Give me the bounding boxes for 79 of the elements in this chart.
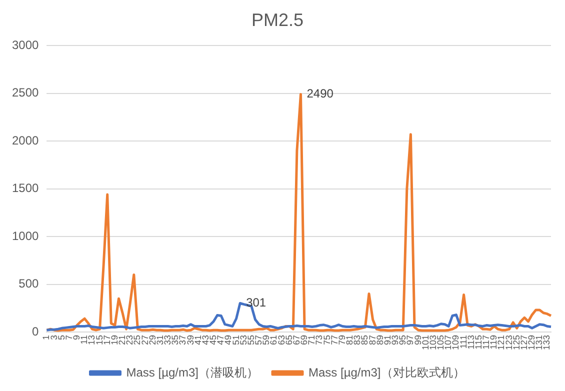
x-tick-label: 29 (147, 334, 158, 345)
x-tick-label: 13 (86, 334, 97, 345)
x-tick-label: 55 (246, 334, 256, 345)
x-tick-label: 123 (504, 334, 514, 350)
y-tick-label: 3000 (12, 38, 40, 52)
x-tick-label: 57 (254, 334, 264, 345)
x-tick-label: 73 (314, 334, 324, 345)
x-tick-label: 115 (473, 334, 484, 350)
x-tick-label: 1 (41, 334, 52, 340)
x-tick-label: 45 (208, 334, 218, 345)
x-tick-label: 117 (481, 334, 492, 350)
x-tick-label: 25 (132, 334, 142, 345)
x-tick-label: 59 (261, 334, 272, 345)
x-tick-label: 131 (534, 334, 544, 350)
x-tick-label: 5 (56, 334, 66, 340)
y-tick-label: 1500 (12, 181, 40, 196)
x-tick-label: 129 (526, 334, 537, 350)
x-tick-label: 35 (170, 334, 180, 345)
data-label: 2490 (306, 86, 334, 101)
x-tick-label: 7 (64, 334, 74, 340)
y-tick-label: 1000 (12, 228, 40, 243)
x-tick-label: 67 (291, 334, 302, 345)
x-tick-label: 113 (466, 334, 476, 350)
y-tick-label: 0 (32, 324, 40, 338)
x-tick-label: 97 (405, 334, 416, 345)
x-tick-label: 91 (382, 334, 392, 345)
x-tick-label: 71 (306, 334, 317, 345)
x-tick-label: 109 (450, 334, 461, 350)
x-tick-label: 37 (178, 334, 188, 345)
x-tick-label: 87 (367, 334, 378, 345)
x-tick-label: 77 (329, 334, 340, 345)
x-tick-label: 121 (496, 334, 506, 350)
chart-title: PM2.5 (251, 10, 304, 30)
x-tick-label: 83 (352, 334, 362, 345)
y-tick-label: 500 (18, 276, 40, 291)
x-tick-label: 89 (374, 334, 385, 345)
x-tick-label: 31 (154, 334, 165, 345)
x-tick-label: 107 (443, 334, 454, 350)
x-tick-label: 95 (398, 334, 408, 345)
x-tick-label: 127 (518, 334, 529, 350)
data-label: 301 (246, 296, 266, 310)
x-tick-label: 15 (94, 334, 104, 345)
x-tick-label: 33 (162, 334, 173, 345)
x-tick-label: 17 (102, 334, 112, 345)
x-tick-label: 47 (216, 334, 226, 345)
x-tick-label: 99 (412, 334, 423, 345)
x-tick-label: 65 (284, 334, 294, 345)
x-tick-label: 105 (436, 334, 446, 350)
x-tick-label: 11 (79, 334, 90, 344)
legend-label: Mass [µg/m3]（潜吸机） (126, 365, 258, 380)
x-tick-label: 85 (360, 334, 370, 345)
x-tick-label: 19 (109, 334, 120, 345)
x-tick-label: 75 (322, 334, 332, 345)
x-tick-label: 27 (140, 334, 150, 345)
x-tick-label: 125 (511, 334, 522, 350)
x-tick-label: 111 (458, 334, 468, 349)
x-tick-label: 51 (230, 334, 241, 345)
x-tick-label: 79 (336, 334, 347, 345)
y-tick-label: 2500 (12, 86, 40, 100)
x-tick-label: 103 (428, 334, 438, 350)
x-tick-label: 101 (420, 334, 430, 350)
legend-label: Mass [µg/m3]（对比欧式机） (308, 365, 465, 380)
x-tick-label: 69 (299, 334, 310, 345)
x-tick-label: 93 (390, 334, 400, 345)
x-tick-label: 9 (72, 334, 82, 340)
x-tick-label: 61 (268, 334, 279, 345)
x-tick-label: 53 (238, 334, 248, 345)
x-tick-label: 133 (542, 334, 552, 350)
x-tick-label: 21 (117, 334, 128, 345)
x-tick-label: 43 (200, 334, 210, 345)
x-tick-label: 3 (48, 334, 59, 340)
x-tick-label: 49 (223, 334, 234, 345)
x-tick-label: 63 (276, 334, 286, 345)
y-tick-label: 2000 (12, 133, 40, 148)
x-tick-label: 81 (344, 334, 355, 345)
x-tick-label: 23 (124, 334, 135, 345)
x-tick-label: 41 (192, 334, 203, 345)
x-tick-label: 39 (185, 334, 196, 345)
x-tick-label: 119 (488, 334, 499, 350)
